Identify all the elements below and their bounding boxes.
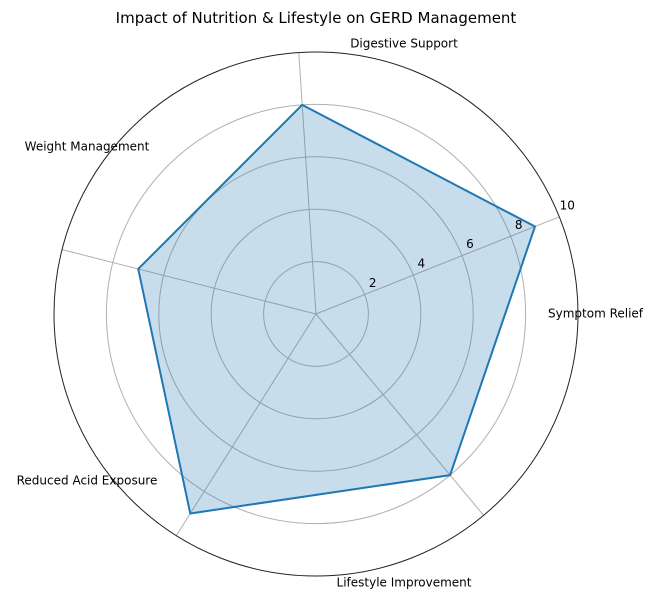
category-label-lifestyle-improvement: Lifestyle Improvement (337, 576, 472, 590)
data-layer (137, 103, 536, 515)
category-label-weight-management: Weight Management (25, 140, 150, 154)
spoke-line-4 (175, 313, 317, 536)
spoke-line-3 (61, 249, 317, 315)
radial-tick-label-6: 6 (466, 237, 474, 251)
grid-circle-2 (263, 261, 369, 367)
grid-circle-6 (158, 156, 474, 472)
grid-circle-8 (105, 103, 527, 525)
category-label-symptom-relief: Symptom Relief (548, 307, 644, 321)
radial-tick-label-8: 8 (515, 218, 523, 232)
spoke-line-5 (315, 313, 484, 516)
radial-tick-label-10: 10 (560, 198, 575, 212)
radial-tick-label-4: 4 (418, 257, 426, 271)
category-label-digestive-support: Digestive Support (350, 37, 458, 51)
outer-ring (53, 51, 579, 577)
grid-layer (53, 51, 579, 577)
chart-title: Impact of Nutrition & Lifestyle on GERD … (116, 9, 517, 27)
label-layer: 2 4 6 8 10 Symptom Relief Digestive Support Wei… (17, 37, 644, 590)
data-area (138, 104, 535, 514)
grid-circle-4 (210, 208, 422, 420)
spoke-line-1 (315, 216, 560, 315)
spoke-line-2 (298, 52, 317, 315)
category-label-reduced-acid-exposure: Reduced Acid Exposure (17, 474, 158, 488)
radial-tick-label-2: 2 (369, 276, 377, 290)
data-line (137, 103, 536, 515)
